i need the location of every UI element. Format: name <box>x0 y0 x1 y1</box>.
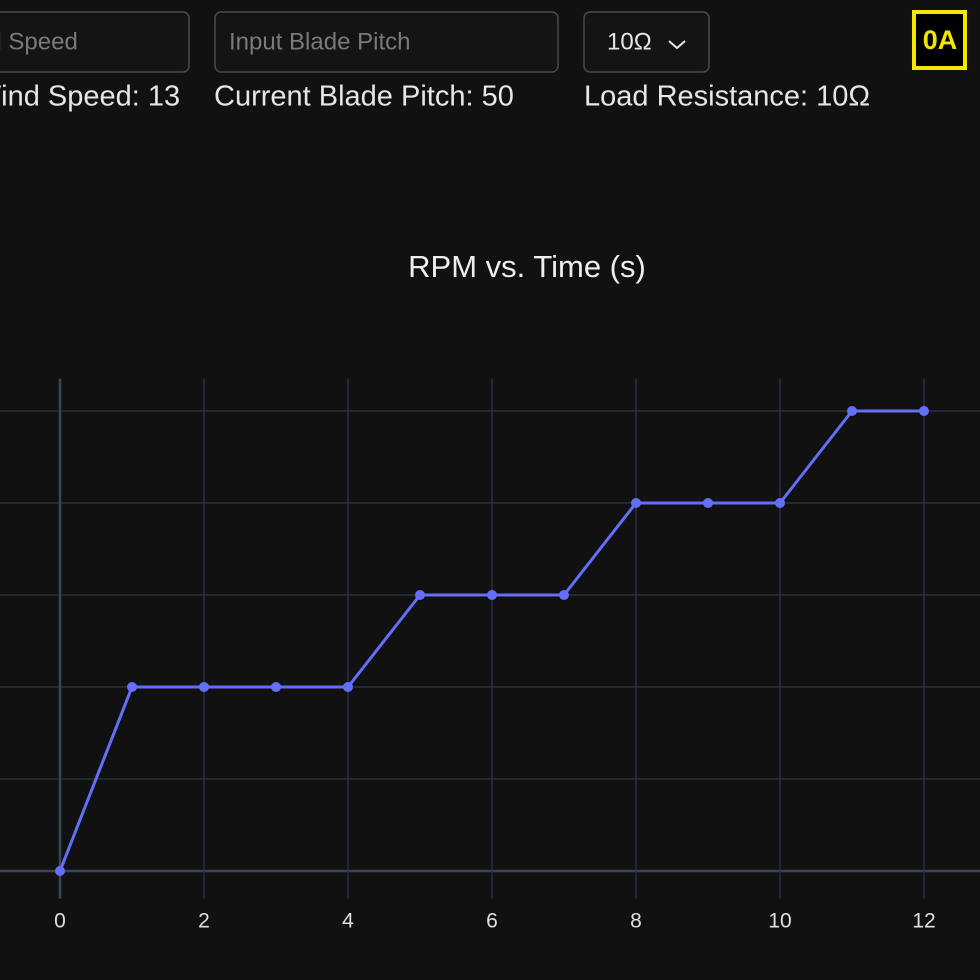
chart-title: RPM vs. Time (s) <box>408 249 646 284</box>
x-tick-label: 10 <box>768 910 791 933</box>
x-tick-label: 4 <box>342 910 354 933</box>
load-select-value: 10Ω <box>607 28 652 55</box>
blade-pitch-placeholder: Input Blade Pitch <box>229 28 410 55</box>
current-badge-text: 0A <box>923 25 958 55</box>
blade-pitch-input[interactable] <box>214 11 559 73</box>
data-point <box>775 498 785 508</box>
x-tick-label: 0 <box>54 910 66 933</box>
wind-speed-placeholder: Input Wind Speed <box>0 28 78 55</box>
chevron-icon <box>668 40 686 50</box>
data-point <box>487 590 497 600</box>
data-point <box>559 590 569 600</box>
data-point <box>919 406 929 416</box>
data-point <box>703 498 713 508</box>
x-tick-label: 12 <box>912 910 935 933</box>
data-point <box>415 590 425 600</box>
data-point <box>199 682 209 692</box>
wind-speed-input[interactable] <box>0 11 190 73</box>
load-select[interactable] <box>583 11 710 73</box>
wind-speed-label: Current Wind Speed: 13 <box>0 81 180 113</box>
x-tick-label: 2 <box>198 910 210 933</box>
data-point <box>631 498 641 508</box>
load-label: Load Resistance: 10Ω <box>584 81 870 113</box>
blade-pitch-label: Current Blade Pitch: 50 <box>214 81 514 113</box>
data-point <box>343 682 353 692</box>
data-point <box>271 682 281 692</box>
x-tick-label: 8 <box>630 910 642 933</box>
data-point <box>847 406 857 416</box>
current-badge <box>912 10 967 70</box>
x-tick-label: 6 <box>486 910 498 933</box>
data-point <box>127 682 137 692</box>
data-point <box>55 866 65 876</box>
